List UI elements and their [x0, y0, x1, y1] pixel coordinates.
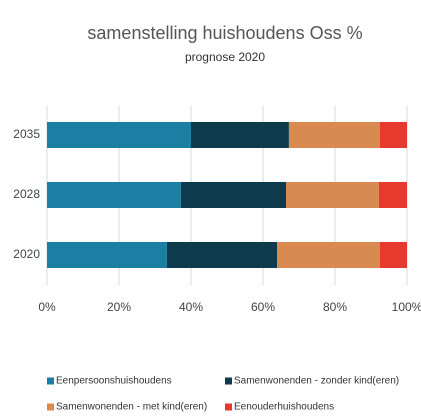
x-tick-label: 60% — [251, 300, 275, 314]
x-tick-label: 100% — [392, 300, 421, 314]
y-tick-label: 2028 — [13, 187, 40, 201]
y-tick-label: 2020 — [13, 247, 40, 261]
bar-segment — [286, 182, 379, 208]
x-tick-label: 20% — [107, 300, 131, 314]
bar-segment — [47, 182, 181, 208]
bar-segment — [380, 122, 407, 148]
legend-label: Eenouderhuishoudens — [234, 402, 334, 413]
chart-title: samenstelling huishoudens Oss % — [87, 23, 362, 43]
legend-label: Samenwonenden - zonder kind(eren) — [234, 376, 399, 387]
legend-swatch — [225, 377, 232, 385]
bar-segment — [378, 182, 407, 208]
chart-subtitle: prognose 2020 — [185, 50, 265, 64]
x-tick-label: 40% — [179, 300, 203, 314]
legend-swatch — [225, 403, 232, 411]
legend-swatch — [47, 403, 54, 411]
bar-segment — [180, 182, 287, 208]
bar-segment — [288, 122, 380, 148]
legend-label: Samenwonenden - met kind(eren) — [56, 402, 207, 413]
bar-segment — [166, 242, 278, 268]
legend-label: Eenpersoonshuishoudens — [56, 376, 172, 387]
bar-segment — [47, 242, 167, 268]
bar-segment — [380, 242, 407, 268]
y-tick-label: 2035 — [13, 127, 40, 141]
bar-segment — [191, 122, 289, 148]
x-tick-label: 80% — [323, 300, 347, 314]
bar-segment — [47, 122, 191, 148]
legend-swatch — [47, 377, 54, 385]
x-tick-label: 0% — [38, 300, 56, 314]
bar-segment — [277, 242, 380, 268]
